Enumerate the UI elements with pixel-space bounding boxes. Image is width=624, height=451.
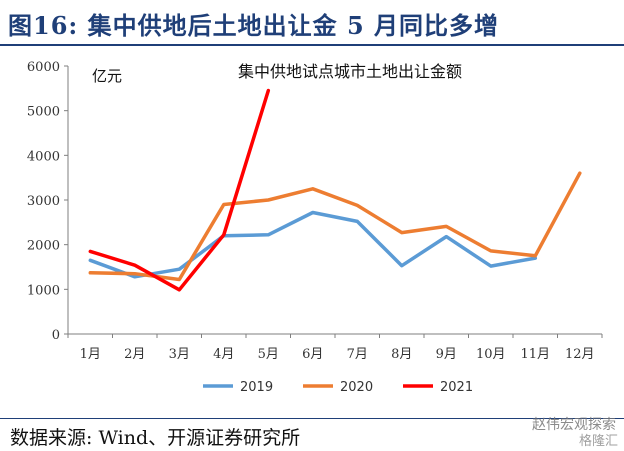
x-tick-label: 4月 xyxy=(213,347,234,362)
series-line-2021 xyxy=(88,88,271,292)
legend-label-2021: 2021 xyxy=(440,380,473,395)
x-tick-label: 9月 xyxy=(436,347,457,362)
legend-label-2020: 2020 xyxy=(340,380,373,395)
x-tick-label: 11月 xyxy=(520,347,550,362)
axes: 0 1000 2000 3000 4000 5000 6000 1月 2月 3月 4月 5月 6月 7月 8… xyxy=(27,60,603,362)
footer-rule xyxy=(0,418,624,419)
x-tick-label: 1月 xyxy=(80,347,101,362)
figure-title: 图16: 集中供地后土地出让金 5 月同比多增 xyxy=(8,11,500,40)
y-tick-label: 5000 xyxy=(27,105,60,120)
x-tick-label: 10月 xyxy=(476,347,506,362)
legend: 2019 2020 2021 xyxy=(203,380,473,395)
chart-title: 集中供地试点城市土地出让金额 xyxy=(238,62,462,81)
watermark: 赵伟宏观探索 xyxy=(532,417,616,433)
legend-label-2019: 2019 xyxy=(240,380,273,395)
title-bar: 图16: 集中供地后土地出让金 5 月同比多增 xyxy=(0,0,624,44)
line-chart: 0 1000 2000 3000 4000 5000 6000 1月 2月 3月 4月 5月 6月 7月 8… xyxy=(27,60,603,395)
title-rule xyxy=(0,44,624,46)
x-tick-label: 8月 xyxy=(391,347,412,362)
x-tick-label: 6月 xyxy=(302,347,323,362)
x-tick-label: 5月 xyxy=(258,347,279,362)
y-tick-label: 1000 xyxy=(27,283,60,298)
y-axis-unit: 亿元 xyxy=(92,67,122,85)
series-line-2020 xyxy=(88,171,582,282)
y-tick-label: 4000 xyxy=(27,149,60,164)
watermark-logo: 格隆汇 xyxy=(578,434,618,449)
y-tick-label: 2000 xyxy=(27,239,60,254)
y-tick-label: 3000 xyxy=(27,194,60,209)
x-tick-label: 12月 xyxy=(565,347,595,362)
y-tick-label: 6000 xyxy=(27,60,60,75)
series-line-2019 xyxy=(88,210,538,279)
x-tick-label: 7月 xyxy=(347,347,368,362)
source-note: 数据来源: Wind、开源证券研究所 xyxy=(10,427,301,449)
y-tick-label: 0 xyxy=(52,328,60,343)
series-lines xyxy=(88,88,582,292)
x-tick-label: 3月 xyxy=(169,347,190,362)
x-tick-label: 2月 xyxy=(124,347,145,362)
